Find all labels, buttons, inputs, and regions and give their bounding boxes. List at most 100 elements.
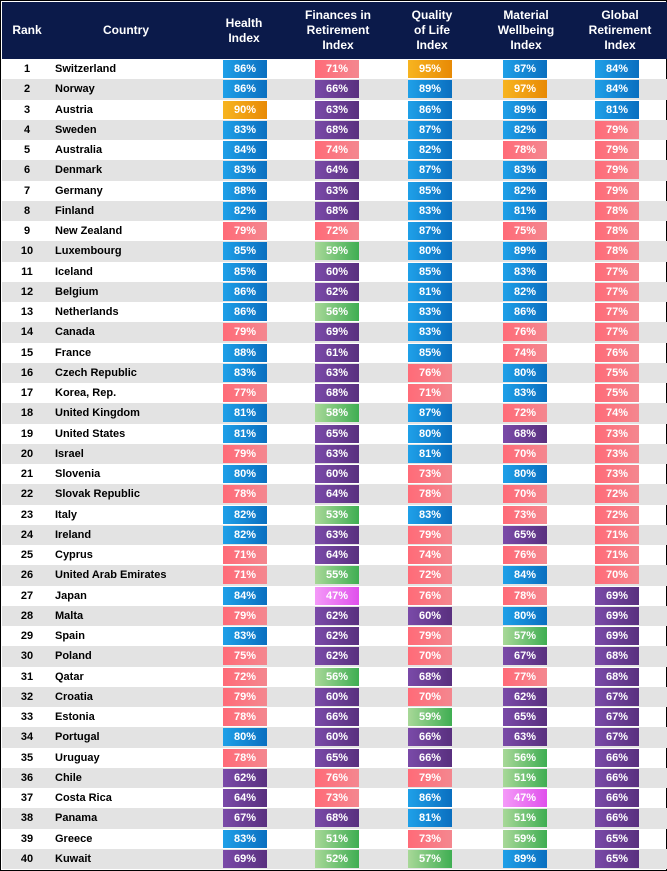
material-wellbeing-cell: 87%: [503, 60, 547, 78]
table-row: 29 Spain 83% 62% 79% 57% 69%: [2, 626, 667, 646]
rank-cell: 8: [23, 204, 31, 217]
table-row: 26 United Arab Emirates 71% 55% 72% 84% 70%: [2, 565, 667, 586]
rank-cell: 38: [20, 812, 34, 825]
table-row: 20 Israel 79% 63% 81% 70% 73%: [2, 443, 667, 464]
finances-index-cell: 64%: [315, 161, 359, 180]
material-wellbeing-cell: 67%: [503, 647, 547, 666]
health-index-cell: 82%: [223, 201, 267, 220]
header-global-retirement-index: Global Retirement Index: [588, 8, 652, 52]
table-row: 13 Netherlands 86% 56% 83% 86% 77%: [2, 302, 667, 322]
quality-of-life-cell: 80%: [408, 242, 452, 261]
rank-cell: 13: [20, 306, 34, 318]
quality-of-life-cell: 79%: [408, 768, 452, 787]
global-retirement-cell: 77%: [595, 282, 639, 301]
global-retirement-cell: 66%: [595, 748, 639, 767]
material-wellbeing-cell: 83%: [503, 262, 547, 281]
finances-index-cell: 60%: [315, 687, 359, 706]
quality-of-life-cell: 86%: [408, 100, 452, 119]
finances-index-cell: 51%: [315, 829, 359, 848]
country-cell: Spain: [55, 630, 85, 642]
finances-index-cell: 68%: [315, 809, 359, 828]
quality-of-life-cell: 83%: [408, 323, 452, 342]
material-wellbeing-cell: 89%: [503, 849, 547, 868]
material-wellbeing-cell: 68%: [503, 424, 547, 443]
finances-index-cell: 68%: [315, 384, 359, 402]
finances-index-cell: 76%: [315, 768, 359, 787]
global-retirement-cell: 65%: [595, 849, 639, 868]
material-wellbeing-cell: 76%: [503, 546, 547, 564]
rank-cell: 31: [20, 670, 34, 683]
health-index-cell: 86%: [223, 282, 267, 301]
finances-index-cell: 62%: [315, 282, 359, 301]
country-cell: Japan: [55, 589, 87, 602]
country-cell: United Kingdom: [55, 407, 140, 420]
table-row: 16 Czech Republic 83% 63% 76% 80% 75%: [2, 362, 667, 383]
rank-cell: 10: [20, 245, 34, 258]
country-cell: Slovenia: [55, 468, 101, 480]
header-health-index: Health Index: [225, 15, 263, 45]
quality-of-life-cell: 80%: [408, 424, 452, 443]
quality-of-life-cell: 66%: [408, 728, 452, 747]
table-row: 11 Iceland 85% 60% 85% 83% 77%: [2, 262, 667, 282]
finances-index-cell: 60%: [315, 728, 359, 747]
rank-cell: 33: [20, 711, 34, 723]
table-row: 15 France 88% 61% 85% 74% 76%: [2, 343, 667, 363]
finances-index-cell: 64%: [315, 546, 359, 564]
health-index-cell: 86%: [223, 303, 267, 321]
global-retirement-cell: 75%: [595, 384, 639, 402]
country-cell: Greece: [55, 832, 93, 845]
finances-index-cell: 69%: [315, 323, 359, 342]
health-index-cell: 85%: [223, 262, 267, 281]
country-cell: Ireland: [55, 528, 92, 541]
material-wellbeing-cell: 83%: [503, 384, 547, 402]
quality-of-life-cell: 85%: [408, 181, 452, 200]
health-index-cell: 71%: [223, 546, 267, 564]
country-cell: Croatia: [55, 690, 93, 703]
health-index-cell: 82%: [223, 505, 267, 524]
finances-index-cell: 68%: [315, 120, 359, 139]
table-row: 37 Costa Rica 64% 73% 86% 47% 66%: [2, 788, 667, 808]
material-wellbeing-cell: 62%: [503, 687, 547, 706]
country-cell: Austria: [55, 103, 93, 116]
rank-cell: 28: [20, 609, 34, 622]
global-retirement-cell: 84%: [595, 60, 639, 78]
health-index-cell: 79%: [223, 222, 267, 240]
table-row: 17 Korea, Rep. 77% 68% 71% 83% 75%: [2, 383, 667, 403]
material-wellbeing-cell: 76%: [503, 323, 547, 342]
country-cell: Italy: [55, 508, 78, 521]
rank-cell: 11: [21, 265, 33, 278]
country-cell: Uruguay: [55, 751, 100, 764]
finances-index-cell: 62%: [315, 647, 359, 666]
country-cell: Belgium: [55, 285, 99, 298]
global-retirement-cell: 69%: [595, 627, 639, 645]
finances-index-cell: 52%: [315, 849, 359, 868]
finances-index-cell: 63%: [315, 444, 359, 463]
rank-cell: 6: [23, 164, 31, 177]
table-row: 3 Austria 90% 63% 86% 89% 81%: [2, 100, 667, 120]
global-retirement-cell: 70%: [595, 566, 639, 585]
global-retirement-cell: 68%: [595, 667, 639, 686]
table-row: 28 Malta 79% 62% 60% 80% 69%: [2, 605, 667, 626]
material-wellbeing-cell: 74%: [503, 343, 547, 362]
rank-cell: 20: [20, 447, 34, 460]
quality-of-life-cell: 83%: [408, 505, 452, 524]
global-retirement-cell: 77%: [595, 262, 639, 281]
table-row: 9 New Zealand 79% 72% 87% 75% 78%: [2, 221, 667, 241]
rank-cell: 24: [20, 528, 34, 541]
rank-cell: 32: [20, 690, 34, 703]
rank-cell: 2: [23, 83, 31, 96]
material-wellbeing-cell: 97%: [503, 80, 547, 99]
global-retirement-cell: 77%: [595, 323, 639, 342]
global-retirement-cell: 73%: [595, 465, 639, 483]
health-index-cell: 86%: [223, 80, 267, 99]
country-cell: Norway: [55, 83, 95, 96]
table-row: 23 Italy 82% 53% 83% 73% 72%: [2, 505, 667, 525]
rank-cell: 22: [20, 488, 34, 501]
table-row: 22 Slovak Republic 78% 64% 78% 70% 72%: [2, 484, 667, 505]
material-wellbeing-cell: 86%: [503, 303, 547, 321]
country-cell: Denmark: [55, 164, 103, 177]
country-cell: Chile: [55, 771, 82, 784]
finances-index-cell: 63%: [315, 100, 359, 119]
country-cell: Slovak Republic: [55, 488, 140, 501]
